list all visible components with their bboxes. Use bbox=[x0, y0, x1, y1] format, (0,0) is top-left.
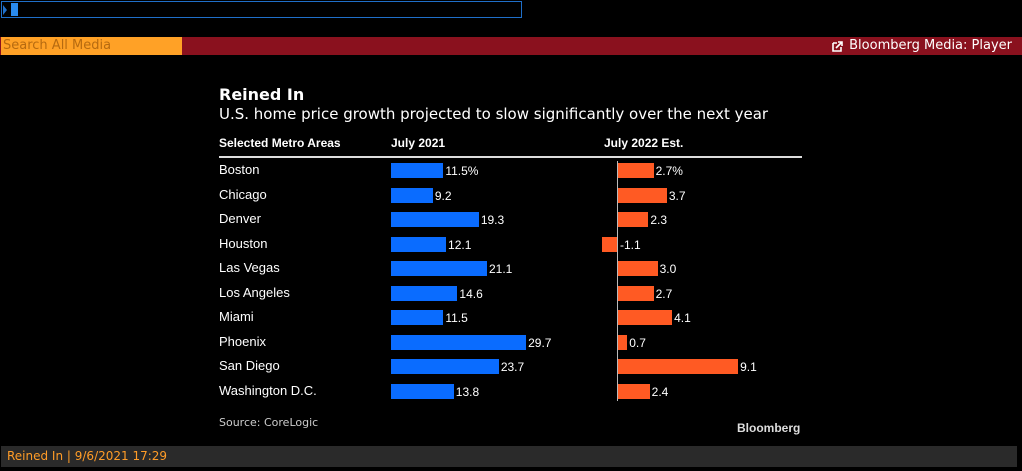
bar-july-2022-est bbox=[618, 359, 739, 374]
value-label-july-2022-est: 2.4 bbox=[651, 384, 669, 399]
bar-july-2022-est bbox=[618, 383, 650, 399]
bar-july-2022-est bbox=[618, 334, 628, 350]
value-label-july-2022-est: 4.1 bbox=[674, 311, 691, 325]
bar-july-2021 bbox=[391, 310, 444, 325]
metro-label: Denver bbox=[219, 211, 261, 226]
bar-july-2022-est bbox=[618, 261, 658, 276]
bar-july-2021 bbox=[391, 334, 527, 350]
metro-label: San Diego bbox=[219, 358, 280, 373]
value-label-july-2021: 12.1 bbox=[448, 237, 472, 252]
value-label-july-2021: 9.2 bbox=[434, 188, 452, 203]
value-label-july-2021: 21.1 bbox=[489, 262, 513, 276]
header-rule bbox=[219, 156, 802, 158]
chart-subtitle: U.S. home price growth projected to slow… bbox=[219, 105, 769, 123]
source-note: Source: CoreLogic bbox=[219, 416, 319, 429]
value-label-july-2021: 13.8 bbox=[455, 384, 480, 399]
metro-label: Washington D.C. bbox=[219, 382, 317, 398]
value-label-july-2021: 14.6 bbox=[459, 286, 483, 301]
value-label-july-2022-est: -1.1 bbox=[620, 237, 641, 252]
bar-july-2021 bbox=[391, 187, 433, 203]
column-header-2021: July 2021 bbox=[391, 136, 446, 150]
text-cursor bbox=[11, 3, 18, 16]
bar-july-2021 bbox=[391, 212, 479, 227]
bar-july-2022-est bbox=[618, 285, 654, 301]
command-line-input[interactable] bbox=[1, 1, 522, 18]
player-label: Bloomberg Media: Player bbox=[849, 38, 1012, 53]
bar-july-2022-est bbox=[618, 163, 654, 178]
bar-july-2022-est bbox=[618, 187, 667, 203]
chart-title: Reined In bbox=[219, 85, 305, 104]
value-label-july-2022-est: 9.1 bbox=[740, 360, 757, 374]
status-bar: Reined In | 9/6/2021 17:29 bbox=[1, 446, 1017, 467]
metro-label: Las Vegas bbox=[219, 260, 280, 275]
zero-axis-line bbox=[617, 161, 618, 401]
metro-label: Phoenix bbox=[219, 333, 266, 349]
bar-july-2022-est bbox=[602, 236, 617, 252]
value-label-july-2022-est: 2.3 bbox=[650, 213, 668, 227]
value-label-july-2021: 11.5% bbox=[445, 164, 479, 178]
value-label-july-2021: 23.7 bbox=[500, 360, 525, 374]
bar-july-2021 bbox=[391, 261, 487, 276]
metro-label: Los Angeles bbox=[219, 284, 290, 300]
metro-label: Boston bbox=[219, 162, 260, 177]
media-toolbar bbox=[0, 37, 1022, 55]
value-label-july-2022-est: 3.0 bbox=[659, 262, 677, 276]
bar-july-2021 bbox=[391, 359, 499, 374]
value-label-july-2021: 19.3 bbox=[480, 213, 505, 227]
metro-label: Miami bbox=[219, 309, 254, 324]
bar-july-2022-est bbox=[618, 212, 649, 227]
value-label-july-2021: 11.5 bbox=[445, 311, 468, 325]
external-link-icon bbox=[832, 40, 843, 52]
value-label-july-2022-est: 2.7 bbox=[655, 286, 673, 301]
bar-july-2022-est bbox=[618, 310, 673, 325]
prompt-arrow-icon bbox=[3, 5, 7, 15]
column-header-2022: July 2022 Est. bbox=[604, 136, 684, 150]
bar-july-2021 bbox=[391, 236, 447, 252]
metro-label: Houston bbox=[219, 235, 268, 251]
bar-july-2021 bbox=[391, 163, 444, 178]
bar-july-2021 bbox=[391, 383, 454, 399]
value-label-july-2022-est: 3.7 bbox=[668, 188, 686, 203]
bar-july-2021 bbox=[391, 285, 458, 301]
search-media-input[interactable]: Search All Media bbox=[1, 37, 182, 55]
media-player-link[interactable]: Bloomberg Media: Player bbox=[832, 37, 1012, 55]
value-label-july-2021: 29.7 bbox=[528, 335, 552, 350]
metro-label: Chicago bbox=[219, 186, 267, 202]
column-header-metro: Selected Metro Areas bbox=[219, 136, 341, 150]
value-label-july-2022-est: 0.7 bbox=[629, 335, 646, 350]
value-label-july-2022-est: 2.7% bbox=[655, 164, 683, 178]
bloomberg-logo: Bloomberg bbox=[737, 421, 801, 435]
